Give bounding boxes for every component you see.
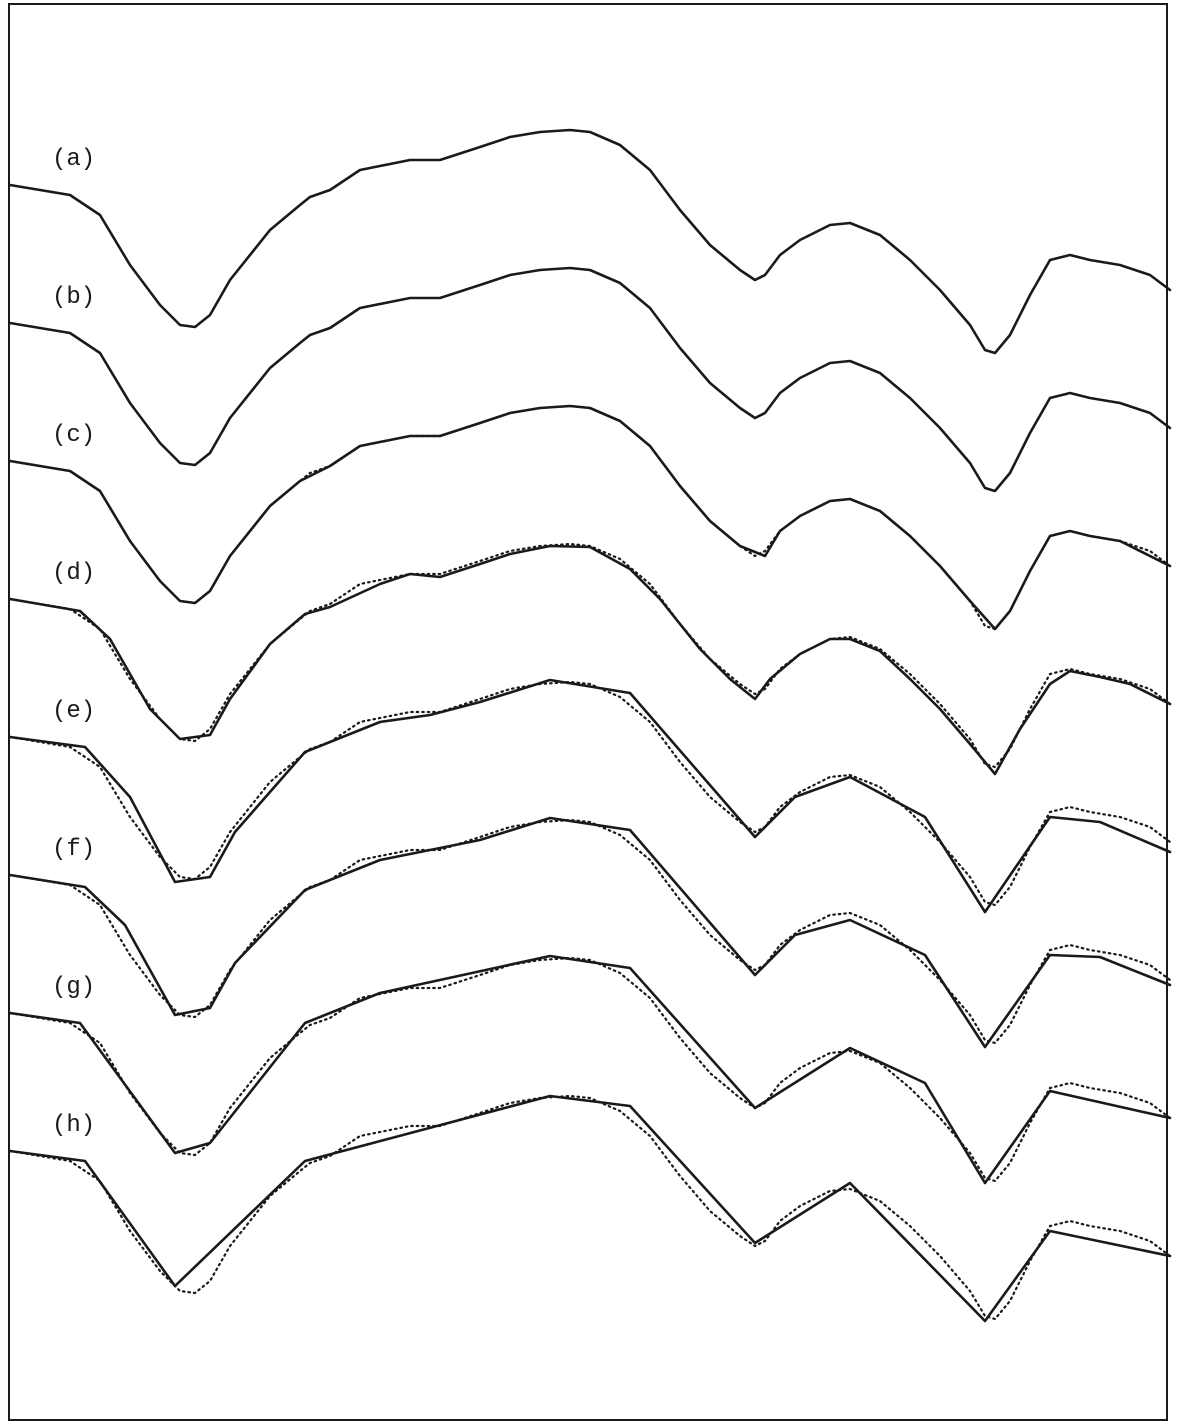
series-g-line (8, 954, 1172, 1185)
series-e-line (8, 678, 1172, 914)
series-h-reference-dotted (8, 1094, 1172, 1321)
series-e-label: (e) (52, 698, 95, 725)
series-a-label: (a) (52, 146, 95, 173)
series-f-line (8, 816, 1172, 1049)
series-c-reference-dotted (8, 404, 1172, 631)
series-h-label: (h) (52, 1112, 95, 1139)
series-d-reference-dotted (8, 542, 1172, 769)
series-c-line (8, 404, 1172, 631)
figure-frame (8, 3, 1168, 1421)
series-g-reference-dotted (8, 956, 1172, 1183)
curves-layer (8, 128, 1172, 1323)
series-b-line (8, 266, 1172, 493)
series-f-label: (f) (52, 836, 95, 863)
series-d-line (8, 544, 1172, 776)
series-f-reference-dotted (8, 818, 1172, 1045)
series-h-line (8, 1094, 1172, 1323)
series-b-label: (b) (52, 284, 95, 311)
labels-layer: (a) (b) (c) (d) (e) (f) (g) (h) (52, 146, 95, 1139)
series-e-reference-dotted (8, 680, 1172, 907)
series-d-label: (d) (52, 560, 95, 587)
series-c-label: (c) (52, 422, 95, 449)
series-a-line (8, 128, 1172, 355)
series-g-label: (g) (52, 974, 95, 1001)
